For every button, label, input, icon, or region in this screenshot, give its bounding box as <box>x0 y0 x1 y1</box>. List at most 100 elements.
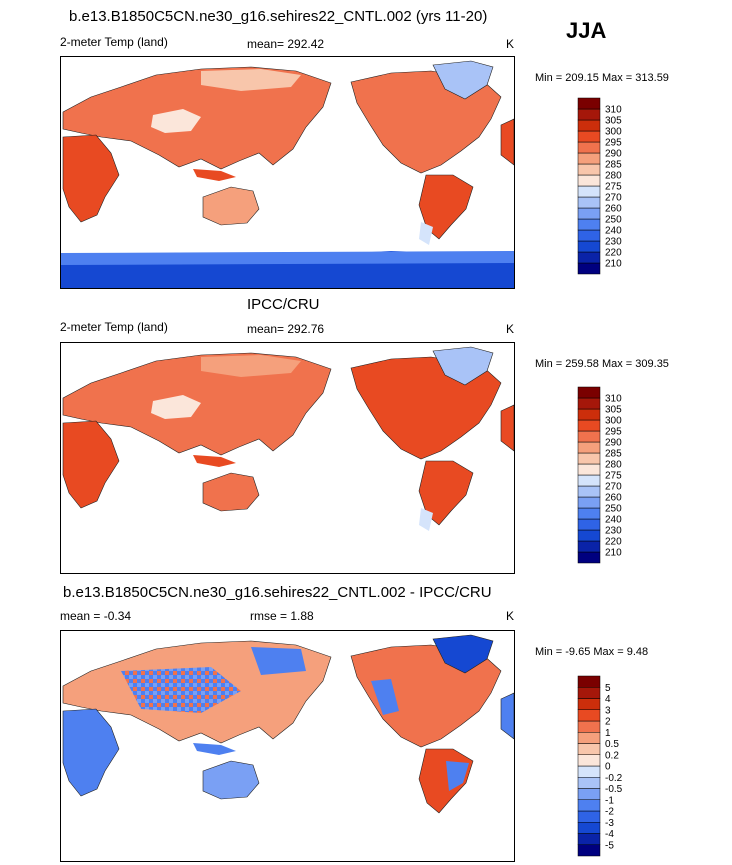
panel-1-colorbar: 210 220 230 240 250 260 270 275 280 285 290 295 300 3… <box>577 97 622 275</box>
panel-2-colorbar-label: 310 <box>605 394 622 405</box>
panel-1-land-siberia <box>201 69 301 91</box>
panel-3-colorbar-label: -3 <box>605 818 614 829</box>
panel-1-colorbar-box <box>577 218 601 231</box>
panel-1-colorbar-box <box>577 262 601 275</box>
panel-2-colorbar-label: 210 <box>605 548 622 559</box>
panel-1-map <box>60 56 515 289</box>
panel-1-colorbar-box <box>577 163 601 176</box>
panel-1-minmax-label: Min = 209.15 Max = 313.59 <box>535 72 669 84</box>
panel-2-colorbar-label: 280 <box>605 460 622 471</box>
panel-3-colorbar-box <box>577 754 601 767</box>
panel-3-land-europe-east <box>500 692 514 740</box>
panel-1-colorbar-label: 290 <box>605 149 622 160</box>
panel-3-land-africa <box>62 708 120 797</box>
panel-3-colorbar-label: 1 <box>605 728 611 739</box>
panel-3-colorbar-box <box>577 675 601 688</box>
panel-1-land-patagonia <box>419 222 433 245</box>
panel-1-land-tibet <box>151 109 201 133</box>
panel-2-colorbar-box <box>577 386 601 399</box>
panel-3-colorbar-label: 0.5 <box>605 739 619 750</box>
panel-2-land-indonesia <box>193 455 236 467</box>
panel-3-colorbar-label: 5 <box>605 683 611 694</box>
panel-2-minmax-label: Min = 259.58 Max = 309.35 <box>535 358 669 370</box>
panel-1-colorbar-label: 220 <box>605 248 622 259</box>
panel-3-colorbar-label: 0.2 <box>605 750 619 761</box>
panel-1-units-label: K <box>506 37 515 51</box>
panel-3-colorbar-label: -4 <box>605 829 614 840</box>
panel-2-colorbar-box <box>577 518 601 531</box>
panel-1-colorbar-box <box>577 97 601 110</box>
panel-1-colorbar-box <box>577 196 601 209</box>
panel-1-mean-label: mean= 292.42 <box>247 37 325 51</box>
panel-3-colorbar-box <box>577 799 601 812</box>
panel-2-colorbar-label: 275 <box>605 471 622 482</box>
panel-1-colorbar-box <box>577 207 601 220</box>
panel-2-variable-label: 2-meter Temp (land) <box>60 320 168 334</box>
panel-2-colorbar-box <box>577 419 601 432</box>
panel-1-land-greenland <box>432 60 494 100</box>
panel-3-colorbar-box <box>577 743 601 755</box>
panel-2-land-tibet <box>151 395 201 419</box>
panel-3-land-south-america <box>418 748 474 814</box>
panel-2-units-label: K <box>506 322 515 336</box>
panel-3-colorbar-label: 4 <box>605 694 611 705</box>
panel-3-land-australia <box>202 760 260 800</box>
panel-2-colorbar-label: 270 <box>605 482 622 493</box>
panel-2-colorbar-label: 250 <box>605 504 622 515</box>
panel-3-colorbar-label: 0 <box>605 762 611 773</box>
panel-1-colorbar-box <box>577 130 601 143</box>
panel-3-colorbar-box <box>577 777 601 789</box>
panel-2-colorbar-label: 260 <box>605 493 622 504</box>
panel-1-colorbar-label: 260 <box>605 204 622 215</box>
panel-3-mean-label: mean = -0.34 <box>60 609 132 623</box>
panel-3-land-sa-east <box>446 761 469 791</box>
panel-3-land-central-asia <box>121 667 241 713</box>
panel-3-colorbar-label: 2 <box>605 717 611 728</box>
panel-1-colorbar-label: 285 <box>605 160 622 171</box>
panel-2-colorbar-box <box>577 408 601 421</box>
panel-2-colorbar-box <box>577 529 601 542</box>
panel-3-map-svg <box>62 634 514 814</box>
panel-1-colorbar-box <box>577 240 601 253</box>
panel-1-colorbar-box <box>577 251 601 264</box>
panel-1-colorbar-label: 300 <box>605 127 622 138</box>
panel-2-colorbar-box <box>577 441 601 454</box>
panel-1-colorbar-label: 230 <box>605 237 622 248</box>
panel-3-land-east-siberia <box>251 647 306 675</box>
panel-1-colorbar-label: 210 <box>605 259 622 270</box>
panel-3-land-na-west <box>371 679 399 715</box>
panel-1-colorbar-label: 250 <box>605 215 622 226</box>
panel-3-title: b.e13.B1850C5CN.ne30_g16.sehires22_CNTL.… <box>63 584 492 601</box>
panel-1-land-europe-east <box>500 118 514 166</box>
panel-1-colorbar-box <box>577 141 601 154</box>
panel-2-colorbar-box <box>577 551 601 564</box>
panel-3-map <box>60 630 515 862</box>
panel-3-colorbar-box <box>577 822 601 834</box>
panel-2-map-svg <box>62 346 514 531</box>
panel-3-colorbar-box <box>577 833 601 845</box>
panel-2-colorbar-box <box>577 496 601 509</box>
panel-3-colorbar-label: -2 <box>605 807 614 818</box>
panel-3-colorbar-box <box>577 687 601 699</box>
panel-1-colorbar-label: 275 <box>605 182 622 193</box>
panel-2-colorbar-box <box>577 463 601 476</box>
panel-3-colorbar-label: -1 <box>605 795 614 806</box>
panel-1-land-south-america <box>418 174 474 240</box>
panel-2-colorbar-label: 300 <box>605 416 622 427</box>
panel-2-colorbar-label: 295 <box>605 427 622 438</box>
panel-2-colorbar-label: 240 <box>605 515 622 526</box>
panel-1-colorbar-label: 240 <box>605 226 622 237</box>
panel-3-colorbar-box <box>577 698 601 710</box>
panel-3-colorbar-box <box>577 810 601 823</box>
panel-1-colorbar-box <box>577 152 601 165</box>
panel-2-title: IPCC/CRU <box>247 296 320 313</box>
panel-1-land-indonesia <box>193 169 236 181</box>
panel-1-land-australia <box>202 186 260 226</box>
panel-3-colorbar-box <box>577 732 601 744</box>
panel-3-colorbar-label: -0.2 <box>605 773 623 784</box>
panel-1-colorbar-label: 280 <box>605 171 622 182</box>
panel-3-land-greenland <box>432 634 494 674</box>
panel-2-colorbar-box <box>577 474 601 487</box>
panel-1-land-antarctica-coast <box>61 251 514 265</box>
